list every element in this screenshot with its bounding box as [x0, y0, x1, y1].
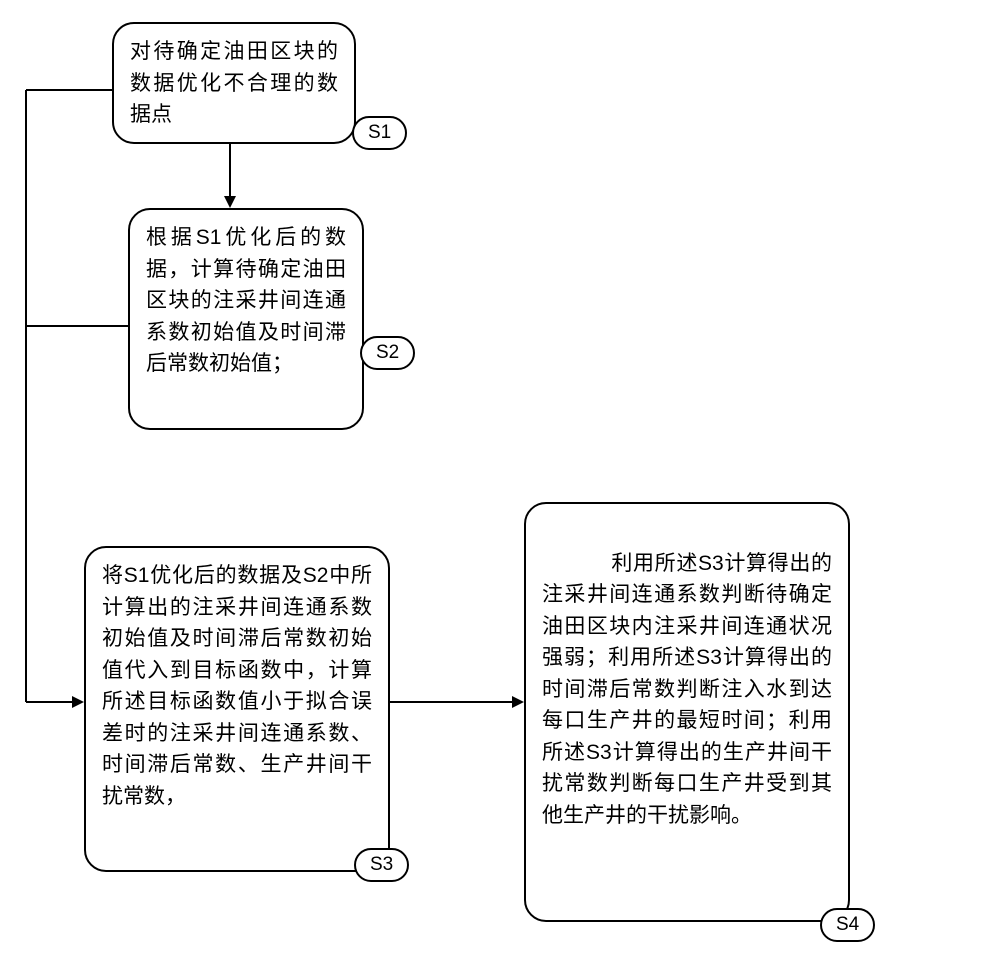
label-s3: S3 — [354, 848, 409, 882]
node-s3-text: 将S1优化后的数据及S2中所计算出的注采井间连通系数初始值及时间滞后常数初始值代… — [102, 564, 372, 808]
node-s2: 根据S1优化后的数据，计算待确定油田区块的注采井间连通系数初始值及时间滞后常数初… — [128, 208, 364, 430]
edge-bus-s3-arrow — [72, 696, 84, 708]
label-s2-text: S2 — [376, 342, 399, 363]
label-s1: S1 — [352, 116, 407, 150]
node-s4: 利用所述S3计算得出的注采井间连通系数判断待确定油田区块内注采井间连通状况强弱；… — [524, 502, 850, 922]
edge-s3-s4-arrow — [512, 696, 524, 708]
node-s2-text: 根据S1优化后的数据，计算待确定油田区块的注采井间连通系数初始值及时间滞后常数初… — [146, 226, 346, 375]
node-s1: 对待确定油田区块的数据优化不合理的数据点 — [112, 22, 356, 144]
label-s4-text: S4 — [836, 914, 859, 935]
label-s1-text: S1 — [368, 122, 391, 143]
node-s1-text: 对待确定油田区块的数据优化不合理的数据点 — [130, 40, 338, 126]
node-s4-text: 利用所述S3计算得出的注采井间连通系数判断待确定油田区块内注采井间连通状况强弱；… — [542, 552, 832, 827]
label-s3-text: S3 — [370, 854, 393, 875]
edge-s1-s2-arrow — [224, 196, 236, 208]
label-s4: S4 — [820, 908, 875, 942]
label-s2: S2 — [360, 336, 415, 370]
node-s3: 将S1优化后的数据及S2中所计算出的注采井间连通系数初始值及时间滞后常数初始值代… — [84, 546, 390, 872]
flowchart-canvas: 对待确定油田区块的数据优化不合理的数据点 S1 根据S1优化后的数据，计算待确定… — [0, 0, 1000, 978]
